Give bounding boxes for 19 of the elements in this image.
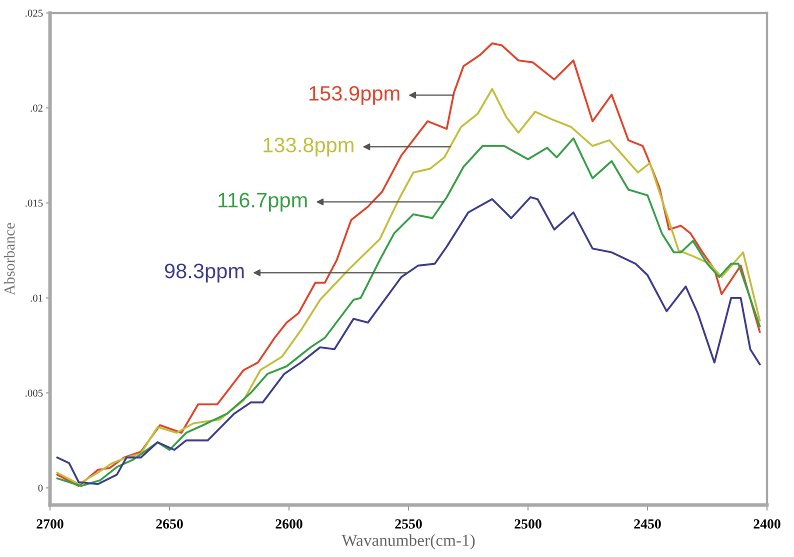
text: 116.7ppm (218, 192, 307, 212)
x-axis-title: Wavanumber(cm-1) (342, 534, 475, 550)
x-tick-label: 2500 (514, 519, 542, 529)
x-tick-label: 2450 (634, 519, 661, 529)
text: 133.8ppm (264, 138, 354, 157)
x-tick-label: 2550 (395, 519, 422, 529)
x-tick-label: 2650 (156, 519, 183, 529)
y-tick-label: .005 (26, 390, 43, 397)
y-tick-label: .02 (30, 104, 43, 112)
y-tick-label: 0 (38, 484, 43, 492)
y-tick-label: .025 (26, 10, 43, 17)
x-tick-label: 2400 (754, 519, 780, 529)
y-tick-label: .01 (30, 294, 42, 302)
y-tick-label: .015 (26, 200, 43, 207)
text: 98.3ppm (164, 264, 244, 282)
x-tick-label: 2600 (276, 519, 302, 529)
x-tick-label: 2700 (36, 519, 64, 529)
y-axis-title: Absorbance (4, 223, 15, 296)
series-label: 153.9ppm (310, 86, 400, 105)
